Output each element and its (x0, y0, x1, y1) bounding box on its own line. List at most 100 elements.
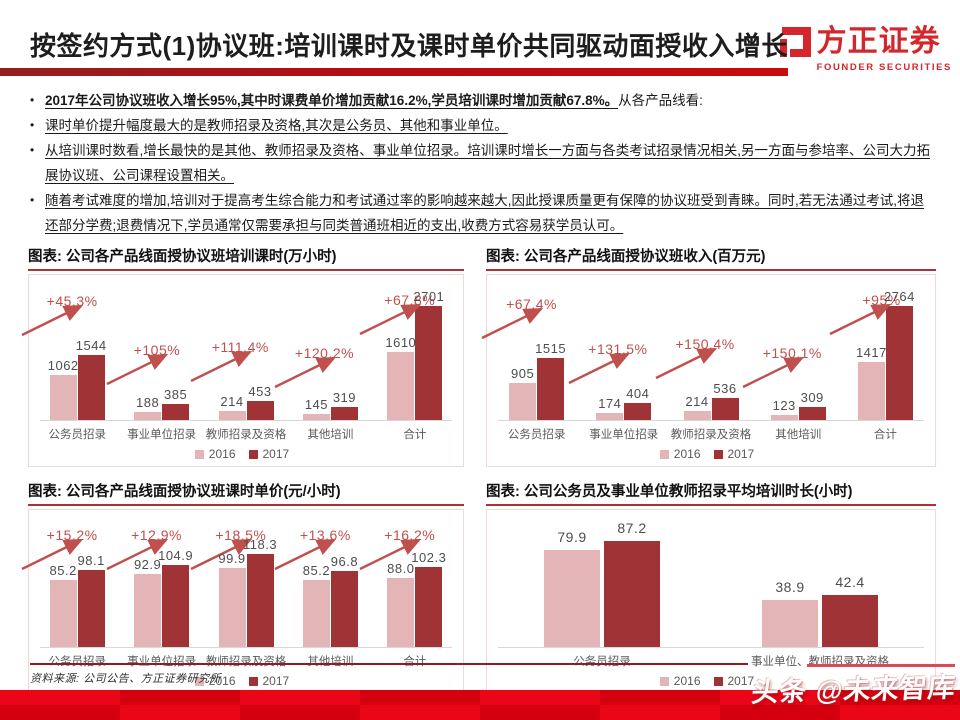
legend-swatch-2017 (248, 449, 258, 459)
founder-logo: 方正证券 FOUNDER SECURITIES (775, 22, 952, 73)
bar-value-label: 2764 (883, 289, 915, 304)
bullet-text: 2017年公司协议班收入增长95%,其中时课费单价增加贡献16.2%,学员培训课… (45, 93, 703, 108)
growth-arrow-icon (106, 353, 168, 386)
bar-value-label: 123 (772, 398, 796, 413)
bar-2016: 79.9 (544, 529, 600, 647)
growth-label: +67.4% (506, 296, 557, 312)
bullet-marker: • (30, 143, 35, 157)
watermark: 头条 @未来智库 (750, 672, 958, 708)
bar-2017: 319 (330, 390, 358, 420)
legend-swatch-2017 (713, 449, 723, 459)
bar-value-label: 453 (248, 384, 272, 399)
growth-label: +15.2% (46, 527, 98, 543)
bar-value-label: 104.9 (158, 548, 194, 563)
legend-swatch-2017 (713, 676, 723, 686)
category-label: 其他培训 (307, 656, 354, 668)
bar-2017: 536 (711, 381, 739, 420)
bar-2016: 85.2 (50, 563, 77, 647)
bar-2016: 905 (509, 366, 537, 420)
bar-value-label: 102.3 (411, 550, 447, 565)
category-label: 公务员招录 (507, 429, 566, 441)
legend-label-2016: 2016 (208, 674, 236, 688)
category-label: 公务员招录 (48, 656, 106, 668)
bullet-list: • 2017年公司协议班收入增长95%,其中时课费单价增加贡献16.2%,学员培… (30, 88, 932, 238)
chart-unit-price: 图表: 公司各产品线面授协议班课时单价(元/小时) 85.2 98.1 +15.2%… (21, 480, 464, 694)
bullet-text: 从培训课时数看,增长最快的是其他、教师招录及资格、事业单位招录。培训课时增长一方… (45, 143, 930, 183)
bar-group: 905 1515 +67.4% (481, 278, 580, 420)
growth-arrow-icon (21, 538, 84, 571)
legend-label-2016: 2016 (208, 447, 236, 461)
bar-value-label: 85.2 (302, 563, 331, 578)
axis-line (498, 647, 924, 648)
bar-value-label: 99.9 (218, 551, 246, 566)
bar-value-label: 1544 (75, 338, 107, 353)
legend-swatch-2017 (248, 676, 258, 686)
growth-arrow-icon (359, 538, 421, 571)
page-title: 按签约方式(1)协议班:培训课时及课时单价共同驱动面授收入增长 (30, 31, 788, 61)
bar-value-label: 1610 (385, 335, 417, 350)
bar-value-label: 214 (685, 394, 709, 409)
bar-group: 214 536 +150.4% (655, 278, 754, 420)
bar-value-label: 79.9 (557, 529, 587, 545)
category-label: 事业单位招录 (127, 656, 197, 668)
bar-value-label: 145 (304, 397, 329, 412)
bar-2017: 385 (162, 387, 190, 420)
category-label: 合计 (873, 429, 897, 441)
bar-2016: 174 (596, 396, 624, 420)
bar-2017: 404 (624, 386, 652, 420)
category-label: 公务员招录 (48, 429, 106, 441)
founder-logo-icon (779, 27, 811, 57)
category-row: 公务员招录 事业单位招录 教师招录及资格 其他培训 合计 (493, 421, 929, 442)
bar-group: 99.9 118.3 +18.5% (190, 513, 288, 647)
growth-arrow-icon (359, 303, 421, 336)
bar-group: 174 404 +131.5% (568, 278, 667, 420)
bar-group: 145 319 +120.2% (274, 278, 372, 420)
bar-plot: 79.9 87.2 38.9 42.4 (493, 513, 929, 647)
logo-name: 方正证券 (816, 25, 941, 58)
bar-value-label: 42.4 (835, 574, 865, 590)
bullet-marker: • (30, 93, 35, 107)
chart-training-hours: 图表: 公司各产品线面授协议班培训课时(万小时) 1062 1544 +45.3% 1… (21, 245, 464, 467)
growth-label: +150.1% (762, 345, 822, 361)
chart-legend: 2016 2017 (35, 674, 457, 688)
chart-title: 图表: 公司各产品线面授协议班培训课时(万小时) (28, 245, 464, 271)
bar-value-label: 88.0 (387, 561, 415, 576)
bar-value-label: 1062 (47, 358, 79, 373)
growth-label: +12.9% (131, 527, 182, 543)
bar-group: 123 309 +150.1% (742, 278, 842, 420)
bar-value-label: 2701 (413, 289, 445, 304)
category-label: 公务员招录 (573, 656, 631, 668)
bar-2016: 99.9 (218, 551, 246, 647)
bullet-item: • 2017年公司协议班收入增长95%,其中时课费单价增加贡献16.2%,学员培… (30, 88, 932, 113)
category-label: 事业单位招录 (589, 429, 659, 441)
bar-value-label: 385 (164, 387, 188, 402)
legend-label-2016: 2016 (673, 447, 701, 461)
bar-value-label: 85.2 (49, 563, 77, 578)
category-label: 其他培训 (307, 429, 354, 441)
growth-arrow-icon (742, 356, 805, 389)
bar-value-label: 536 (713, 381, 737, 396)
category-row: 公务员招录 事业单位招录 教师招录及资格 其他培训 合计 (35, 421, 457, 442)
logo-subtitle: FOUNDER SECURITIES (816, 62, 952, 73)
bar-value-label: 174 (598, 396, 622, 411)
bar-2016: 214 (683, 394, 711, 420)
bar-value-label: 905 (510, 366, 535, 381)
growth-label: +13.6% (299, 527, 351, 543)
legend-swatch-2016 (659, 676, 669, 686)
bar-2016: 123 (770, 398, 798, 420)
bar-group: 85.2 98.1 +15.2% (21, 513, 119, 647)
growth-label: +67.8% (384, 292, 436, 308)
bottom-band (0, 690, 960, 720)
bar-2016: 1610 (385, 335, 416, 420)
bar-2016: 145 (302, 397, 330, 420)
legend-label-2017: 2017 (262, 674, 290, 688)
bar-2016: 188 (134, 395, 162, 420)
bar-2016: 214 (218, 394, 246, 420)
bar-2016: 1417 (856, 345, 886, 420)
bar-group: 85.2 96.8 +13.6% (274, 513, 372, 647)
axis-line (40, 420, 452, 421)
growth-label: +105% (133, 342, 181, 358)
bar-group: 79.9 87.2 (493, 513, 711, 647)
bar-value-label: 319 (332, 390, 357, 405)
